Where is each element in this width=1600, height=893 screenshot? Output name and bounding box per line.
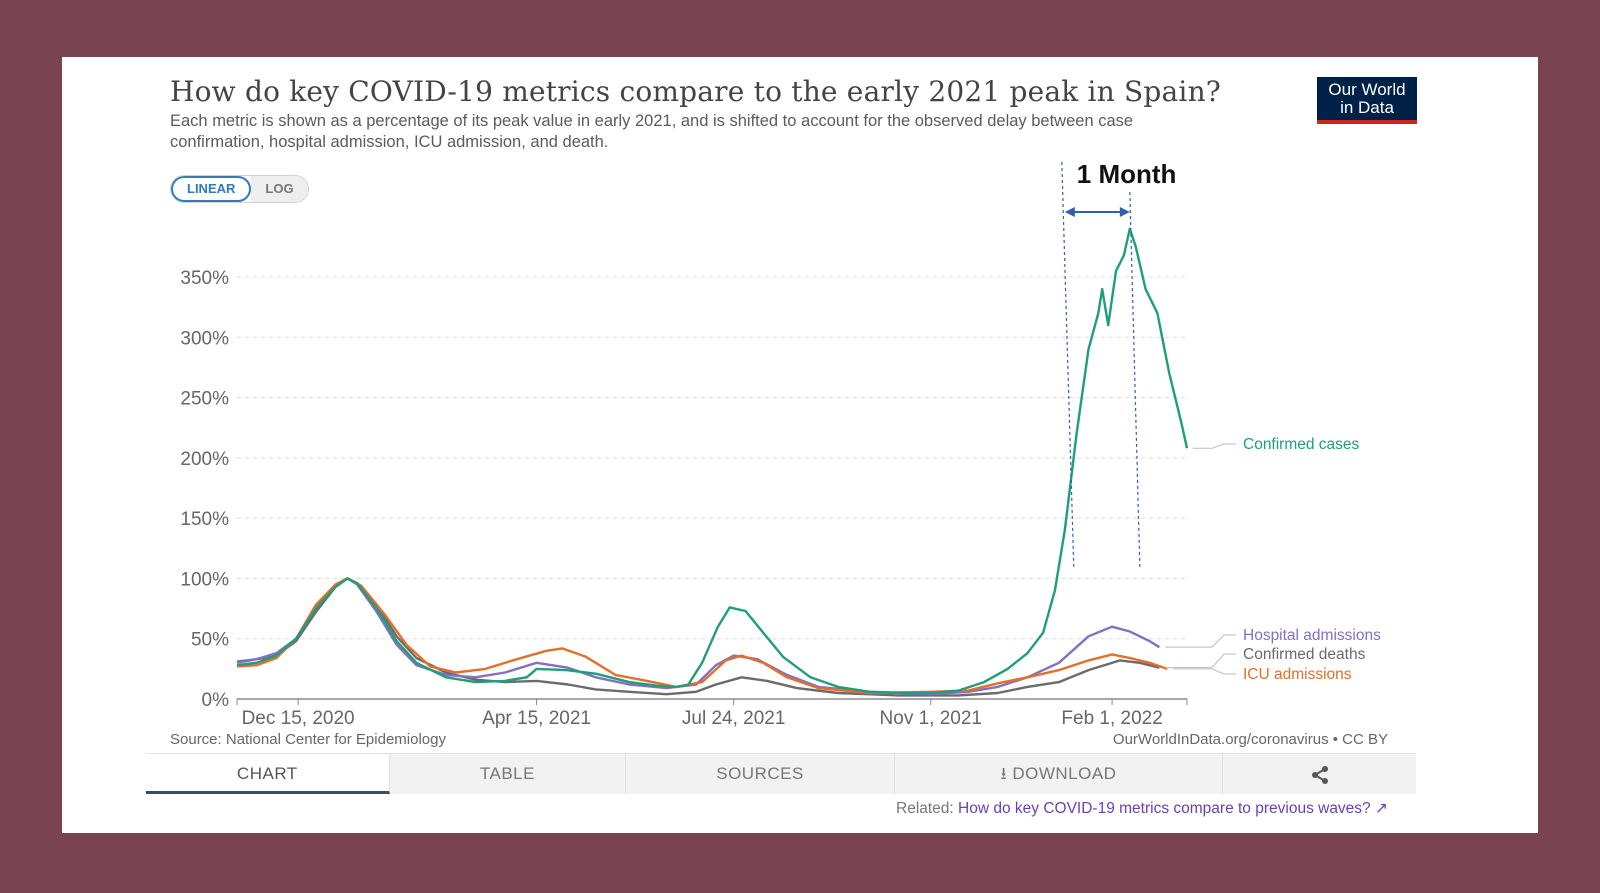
annotation-label: 1 Month bbox=[1077, 159, 1177, 189]
tab-download[interactable]: ⭳ DOWNLOAD bbox=[894, 754, 1224, 794]
source-note: Source: National Center for Epidemiology bbox=[170, 731, 446, 748]
y-tick-label: 350% bbox=[180, 268, 229, 289]
series-lines bbox=[236, 227, 1189, 697]
x-tick-label: Dec 15, 2020 bbox=[242, 708, 355, 729]
y-tick-label: 200% bbox=[180, 449, 229, 470]
x-tick-label: Feb 1, 2022 bbox=[1061, 708, 1162, 729]
scale-toggle: LINEAR LOG bbox=[170, 175, 309, 203]
chart-card: How do key COVID-19 metrics compare to t… bbox=[62, 57, 1538, 833]
series-line-hospital-admissions bbox=[236, 577, 1161, 696]
x-tick-label: Apr 15, 2021 bbox=[482, 708, 591, 729]
credit-link[interactable]: OurWorldInData.org/coronavirus • CC BY bbox=[1112, 731, 1388, 748]
annotation-dash-right bbox=[1129, 191, 1141, 569]
related-link-row: Related: How do key COVID-19 metrics com… bbox=[896, 799, 1388, 818]
chart-subtitle: Each metric is shown as a percentage of … bbox=[170, 112, 1134, 151]
y-tick-label: 100% bbox=[180, 569, 229, 590]
logo-line2: in Data bbox=[1340, 98, 1394, 117]
y-tick-label: 300% bbox=[180, 328, 229, 349]
related-link[interactable]: How do key COVID-19 metrics compare to p… bbox=[958, 800, 1371, 817]
share-button[interactable] bbox=[1223, 754, 1416, 794]
external-link-icon: ↗ bbox=[1375, 800, 1388, 817]
linear-scale-button[interactable]: LINEAR bbox=[171, 176, 252, 202]
related-prefix: Related: bbox=[896, 800, 954, 817]
y-tick-label: 150% bbox=[180, 509, 229, 530]
chart-title: How do key COVID-19 metrics compare to t… bbox=[170, 75, 1222, 108]
logo-line1: Our World bbox=[1328, 80, 1406, 99]
log-scale-button[interactable]: LOG bbox=[251, 176, 308, 202]
share-icon bbox=[1311, 765, 1328, 784]
series-line-icu-admissions bbox=[236, 577, 1168, 695]
tab-table[interactable]: TABLE bbox=[389, 754, 627, 794]
tab-download-label: DOWNLOAD bbox=[1012, 764, 1117, 783]
x-axis: Dec 15, 2020 Apr 15, 2021 Jul 24, 2021 Nov … bbox=[236, 698, 1188, 729]
legend-connector bbox=[1193, 443, 1236, 449]
legend-connector bbox=[1165, 653, 1236, 669]
y-tick-label: 50% bbox=[191, 630, 229, 651]
legend-label-confirmed-cases: Confirmed cases bbox=[1243, 436, 1360, 453]
legend-label-hospital-admissions: Hospital admissions bbox=[1243, 627, 1381, 644]
gridlines bbox=[237, 276, 1187, 640]
annotation-dash-left bbox=[1061, 161, 1075, 569]
tab-chart[interactable]: CHART bbox=[146, 754, 390, 794]
legend-label-confirmed-deaths: Confirmed deaths bbox=[1243, 646, 1366, 663]
annotation-arrowhead-left bbox=[1064, 207, 1075, 217]
legend-connector bbox=[1173, 668, 1236, 675]
x-tick-label: Jul 24, 2021 bbox=[682, 708, 786, 729]
legend-connector bbox=[1165, 634, 1236, 648]
chart-tabs: CHART TABLE SOURCES ⭳ DOWNLOAD bbox=[146, 753, 1416, 796]
legend-label-icu-admissions: ICU admissions bbox=[1243, 666, 1352, 683]
one-month-annotation: 1 Month bbox=[1061, 159, 1177, 569]
annotation-arrowhead-right bbox=[1119, 207, 1130, 217]
legend: Confirmed cases Hospital admissions Confir… bbox=[1165, 436, 1381, 683]
series-line-confirmed-cases bbox=[236, 227, 1189, 695]
tab-sources[interactable]: SOURCES bbox=[626, 754, 895, 794]
owid-logo[interactable]: Our World in Data bbox=[1317, 77, 1417, 124]
y-tick-label: 0% bbox=[202, 690, 230, 711]
y-axis-ticks: 0% 50% 100% 150% 200% 250% 300% 350% bbox=[180, 268, 229, 711]
download-icon: ⭳ bbox=[1000, 764, 1008, 783]
x-tick-label: Nov 1, 2021 bbox=[880, 708, 982, 729]
y-tick-label: 250% bbox=[180, 389, 229, 410]
